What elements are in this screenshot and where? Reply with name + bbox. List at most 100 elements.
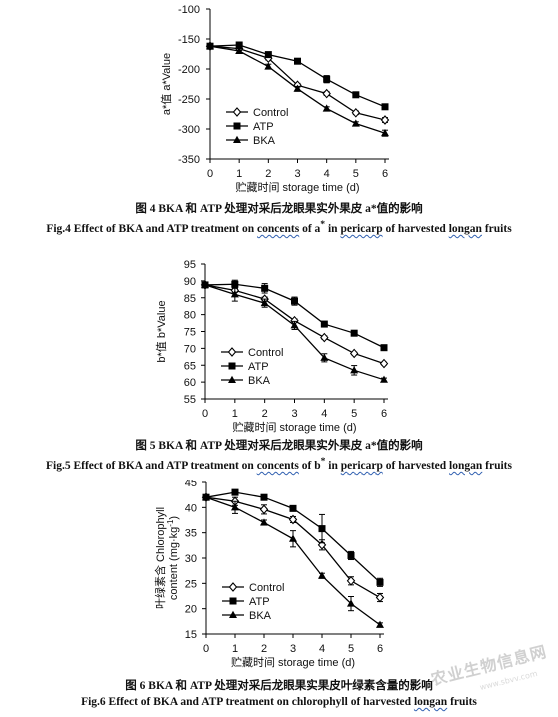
square-marker [229, 597, 237, 605]
caption-en-part: * [320, 219, 326, 230]
y-tick-label: 40 [185, 502, 197, 514]
x-tick-label: 5 [351, 408, 357, 420]
square-marker [261, 284, 269, 292]
caption-cn-fig6: 图 6 BKA 和 ATP 处理对采后龙眼果实果皮叶绿素含量的影响 [125, 680, 433, 692]
square-marker [231, 280, 239, 288]
legend-item: BKA [226, 135, 276, 147]
legend-label: ATP [248, 361, 269, 373]
diamond-marker [259, 504, 269, 515]
figure-6: 45 40 35 30 25 20 15 0 1 2 3 4 5 6 贮藏时间 storage time (… [0, 480, 558, 717]
x-tick-label: 3 [294, 168, 300, 180]
y-tick-label: 70 [184, 343, 196, 355]
caption-en-part: fruits [447, 696, 477, 708]
triangle-marker [290, 321, 299, 329]
triangle-marker [202, 493, 210, 501]
x-tick-label: 5 [348, 643, 354, 655]
legend-label: ATP [253, 121, 274, 133]
x-axis-label: 贮藏时间 storage time (d) [232, 421, 356, 434]
square-marker [235, 41, 243, 49]
chart-b-value: 95 90 85 80 75 70 65 60 55 0 1 2 3 4 5 6 贮藏时间 storage ti… [155, 259, 389, 434]
x-tick-label: 2 [262, 408, 268, 420]
diamond-marker [379, 358, 389, 369]
y-tick-label: 20 [185, 604, 197, 616]
legend-item: BKA [222, 610, 272, 622]
triangle-marker [322, 104, 331, 112]
legend-item: Control [222, 582, 284, 594]
y-label-sup: -1 [166, 519, 175, 527]
x-tick-label: 4 [324, 168, 330, 180]
diamond-marker [375, 592, 385, 603]
diamond-marker [228, 582, 238, 592]
diamond-marker [346, 575, 356, 586]
legend-label: BKA [248, 375, 271, 387]
x-tick-label: 4 [319, 643, 325, 655]
y-tick-label: 35 [185, 528, 197, 540]
x-tick-label: 0 [207, 168, 213, 180]
x-tick-label: 3 [290, 643, 296, 655]
triangle-marker [264, 62, 273, 70]
x-tick-label: 1 [232, 408, 238, 420]
legend-label: Control [253, 107, 288, 119]
square-marker [376, 578, 384, 586]
y-tick-label: 75 [184, 327, 196, 339]
legend-item: ATP [222, 596, 270, 608]
legend-label: BKA [249, 610, 272, 622]
series-line [205, 496, 381, 599]
diamond-marker [351, 107, 361, 118]
caption-en-part: of harvested [382, 459, 450, 472]
caption-en-fig4: Fig.4 Effect of BKA and ATP treatment on… [0, 219, 558, 235]
caption-en-part: pericarp [340, 222, 383, 235]
caption-en-part: longan [449, 459, 483, 472]
y-label-part: content (mg·kg [168, 527, 180, 600]
y-tick-label: 90 [184, 276, 196, 288]
x-tick-label: 1 [236, 168, 242, 180]
caption-cn-fig5: 图 5 BKA 和 ATP 处理对采后龙眼果实外果皮 a*值的影响 [135, 440, 423, 452]
caption-en-part: longan [448, 222, 482, 235]
square-marker [347, 551, 355, 559]
y-tick-label: 15 [185, 629, 197, 641]
caption-en-part: longan [413, 696, 448, 708]
triangle-marker [228, 375, 236, 383]
x-tick-label: 2 [261, 643, 267, 655]
y-axis-label: b*值 b*Value [155, 300, 168, 362]
x-tick-label: 1 [232, 643, 238, 655]
legend-item: ATP [226, 121, 274, 133]
diamond-marker [232, 107, 242, 117]
y-label-part: ) [168, 516, 180, 520]
triangle-marker [293, 84, 302, 92]
y-tick-label: 85 [184, 293, 196, 305]
x-tick-label: 0 [202, 408, 208, 420]
caption-en-part: Fig.4 Effect of BKA and ATP treatment on [46, 222, 258, 235]
diamond-marker [322, 88, 331, 99]
series-bka [201, 280, 388, 383]
y-tick-label: 55 [184, 394, 196, 406]
figure-5: 95 90 85 80 75 70 65 60 55 0 1 2 3 4 5 6 贮藏时间 storage ti… [0, 248, 558, 480]
x-tick-label: 5 [353, 168, 359, 180]
x-axis-label: 贮藏时间 storage time (d) [235, 181, 359, 194]
caption-en-part: pericarp [340, 459, 383, 472]
triangle-marker [206, 42, 214, 50]
triangle-marker [260, 298, 269, 307]
triangle-marker [289, 534, 297, 542]
y-axis-label-line1: 叶绿素含 Chlorophyll [153, 507, 167, 609]
caption-en-fig5: Fig.5 Effect of BKA and ATP treatment on… [0, 456, 558, 472]
square-marker [294, 57, 301, 65]
square-marker [289, 504, 297, 512]
series-bka [202, 493, 384, 628]
triangle-marker [380, 375, 388, 383]
y-axis-label-line2: content (mg·kg-1) [166, 516, 180, 600]
triangle-marker [201, 280, 209, 288]
triangle-marker [381, 129, 389, 137]
square-marker [320, 320, 328, 328]
legend-item: ATP [221, 361, 269, 373]
x-tick-label: 6 [377, 643, 383, 655]
square-marker [350, 329, 358, 337]
y-tick-label: -300 [178, 124, 200, 136]
diamond-marker [320, 332, 329, 343]
caption-en-part: fruits [481, 222, 512, 235]
triangle-marker [233, 135, 241, 143]
x-axis-label: 贮藏时间 storage time (d) [231, 656, 355, 669]
square-marker [380, 344, 388, 352]
y-axis-label: a*值 a*Value [160, 53, 173, 115]
